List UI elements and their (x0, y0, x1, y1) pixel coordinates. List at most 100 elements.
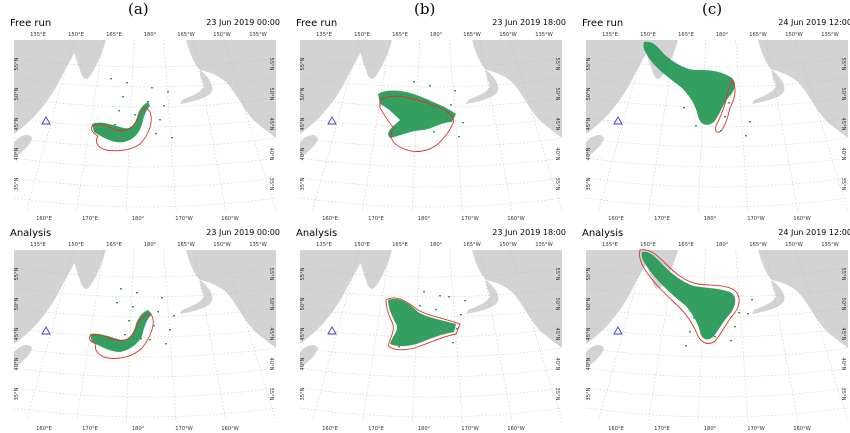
lat-tick-label: 35°N (840, 177, 846, 190)
lat-tick-label: 55°N (586, 57, 592, 70)
plume-speck (450, 104, 452, 106)
plume-speck (687, 93, 689, 95)
plume-speck (456, 328, 458, 330)
lon-tick-label: 165°E (678, 32, 694, 38)
map-panel: 135°E 150°E 165°E 180° 165°W 150°W 135°W 160°E 1… (296, 228, 566, 433)
lat-tick-label: 50°N (840, 87, 846, 100)
grid-meridian (362, 39, 390, 213)
lon-tick-label: 160°E (36, 216, 52, 222)
triangle-icon (327, 116, 337, 125)
lon-tick-label: 160°E (322, 426, 338, 432)
column-label-b: (b) (414, 0, 436, 18)
lat-tick-label: 45°N (586, 327, 592, 340)
grid-meridian (193, 39, 227, 213)
grid-meridian (412, 39, 420, 213)
lat-tick-label: 50°N (268, 87, 274, 100)
land-mass (70, 40, 106, 79)
lon-tick-label: 170°E (654, 216, 670, 222)
run-label: Analysis (10, 228, 52, 239)
plume-area (643, 41, 735, 125)
lon-tick-label: 160°W (221, 426, 239, 432)
plume-speck (452, 342, 454, 344)
land-mass (14, 345, 32, 368)
plume-speck (118, 110, 120, 112)
plume-speck (689, 331, 691, 333)
lat-tick-label: 35°N (300, 387, 306, 400)
map-svg: 135°E 150°E 165°E 180° 165°W 150°W 135°W 160°E 1… (299, 242, 563, 432)
grid-meridian (163, 249, 177, 423)
lon-tick-label: 165°E (392, 32, 408, 38)
plume-speck (454, 90, 456, 92)
column-label-a: (a) (128, 0, 149, 18)
lon-tick-label: 135°W (535, 32, 553, 38)
plume-speck (745, 135, 747, 137)
lon-tick-label: 135°E (602, 32, 618, 38)
plume-speck (433, 131, 435, 133)
lat-tick-label: 40°N (14, 147, 20, 160)
lon-tick-label: 170°W (461, 426, 479, 432)
lat-tick-label: 55°N (554, 57, 560, 70)
lat-tick-label: 45°N (300, 327, 306, 340)
lat-tick-label: 35°N (268, 177, 274, 190)
lat-tick-label: 40°N (14, 357, 20, 370)
plume-speck (153, 325, 155, 327)
lon-tick-label: 160°W (507, 216, 525, 222)
plume-speck (122, 96, 124, 98)
lat-tick-label: 50°N (300, 297, 306, 310)
land-mass (758, 250, 848, 348)
plume-speck (708, 112, 710, 114)
lat-tick-label: 35°N (300, 177, 306, 190)
lon-tick-label: 170°W (747, 216, 765, 222)
plume-speck (749, 121, 751, 123)
plume-speck (734, 326, 736, 328)
plume-speck (683, 107, 685, 109)
lat-tick-label: 40°N (586, 147, 592, 160)
land-mass (300, 135, 318, 158)
plume-speck (413, 81, 415, 83)
lat-tick-label: 55°N (268, 267, 274, 280)
lon-tick-label: 165°E (106, 242, 122, 248)
plume-speck (159, 119, 161, 121)
lon-tick-label: 150°E (640, 32, 656, 38)
plume-contour (91, 108, 152, 152)
lat-tick-label: 35°N (268, 387, 274, 400)
lon-tick-label: 160°W (793, 426, 811, 432)
lon-tick-label: 160°W (507, 426, 525, 432)
plume-speck (726, 294, 728, 296)
plume-speck (462, 122, 464, 124)
grid-meridian (126, 39, 134, 213)
lat-tick-label: 55°N (300, 57, 306, 70)
plume-speck (730, 340, 732, 342)
lon-tick-label: 170°E (368, 216, 384, 222)
lon-tick-label: 180° (430, 242, 443, 248)
plume-speck (722, 308, 724, 310)
lon-tick-label: 165°W (463, 32, 481, 38)
lat-tick-label: 50°N (586, 87, 592, 100)
land-mass (186, 40, 276, 138)
lat-tick-label: 45°N (14, 117, 20, 130)
plume-area (388, 298, 456, 347)
date-label: 23 Jun 2019 18:00 (492, 18, 566, 27)
lat-tick-label: 55°N (586, 267, 592, 280)
lat-tick-label: 45°N (14, 327, 20, 340)
lon-tick-label: 135°E (30, 32, 46, 38)
plume-contour (639, 249, 740, 344)
lat-tick-label: 35°N (554, 387, 560, 400)
lon-tick-label: 160°E (608, 426, 624, 432)
plume-speck (163, 105, 165, 107)
run-label: Analysis (296, 228, 338, 239)
plume-speck (400, 94, 402, 96)
lon-tick-label: 160°W (793, 216, 811, 222)
lon-tick-label: 135°W (249, 32, 267, 38)
lon-tick-label: 150°E (354, 32, 370, 38)
map-panel: 135°E 150°E 165°E 180° 165°W 150°W 135°W 160°E 1… (582, 228, 850, 433)
land-mass (300, 345, 318, 368)
lon-tick-label: 165°E (106, 32, 122, 38)
grid-meridian (76, 249, 104, 423)
date-label: 23 Jun 2019 00:00 (206, 228, 280, 237)
land-mass (186, 250, 276, 348)
lat-tick-label: 40°N (554, 147, 560, 160)
plume-speck (724, 116, 726, 118)
plume-speck (685, 345, 687, 347)
lon-tick-label: 150°W (785, 32, 803, 38)
